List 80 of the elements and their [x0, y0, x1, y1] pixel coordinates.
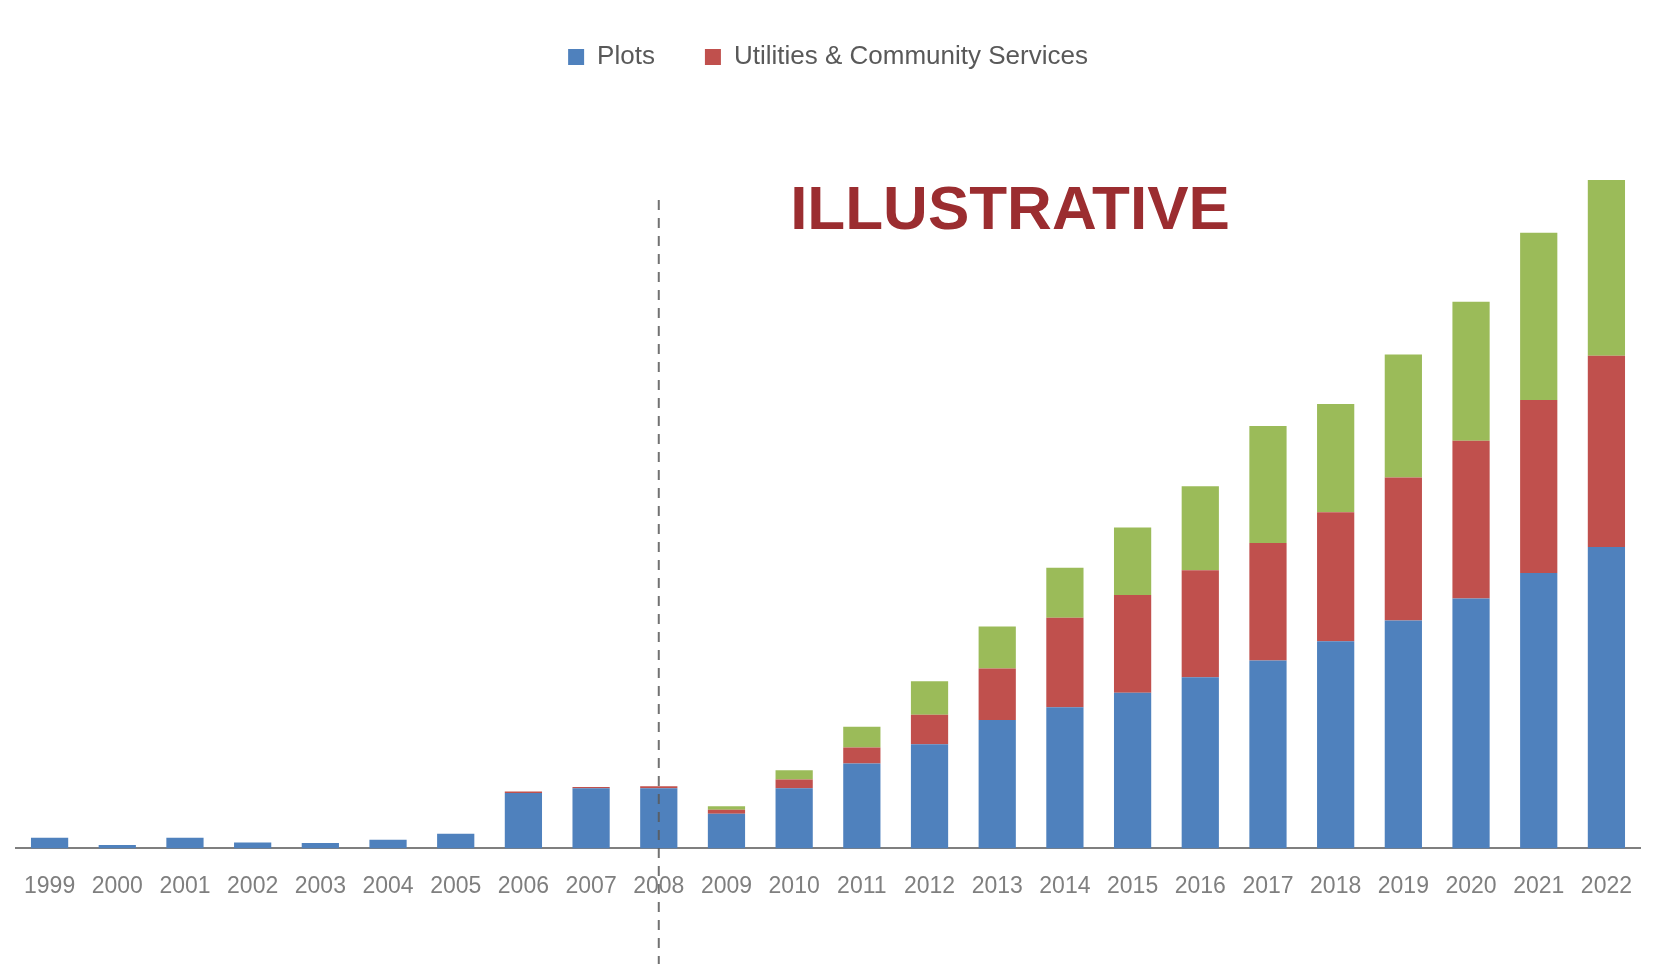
bar	[1317, 403, 1355, 513]
x-tick-label: 2007	[565, 871, 617, 898]
bar	[1113, 692, 1152, 849]
x-tick-label: 2000	[91, 871, 143, 898]
bar	[1587, 546, 1626, 849]
bar	[1317, 641, 1355, 849]
bar	[1452, 598, 1490, 849]
bar	[1181, 486, 1219, 571]
bar	[1520, 573, 1558, 849]
bar	[640, 788, 678, 849]
bar	[369, 839, 407, 849]
x-tick-label: 2021	[1513, 871, 1565, 898]
bar	[572, 788, 610, 849]
annotation: ILLUSTRATIVE	[790, 173, 1230, 243]
bar	[1046, 567, 1084, 618]
bar	[1181, 677, 1219, 849]
bar	[1520, 232, 1558, 400]
x-tick-label: 2002	[227, 871, 279, 898]
bar	[1113, 595, 1152, 693]
bar	[1452, 440, 1490, 599]
bar	[1384, 620, 1422, 849]
x-tick-label: 2004	[362, 871, 414, 898]
bar	[166, 837, 204, 849]
x-tick-label: 2013	[971, 871, 1023, 898]
x-tick-label: 2015	[1107, 871, 1159, 898]
x-tick-label: 2017	[1242, 871, 1294, 898]
x-tick-label: 2006	[497, 871, 549, 898]
bar	[504, 792, 543, 849]
bar	[978, 626, 1016, 669]
bar	[98, 845, 136, 849]
x-tick-label: 2018	[1310, 871, 1362, 898]
bar	[707, 806, 746, 810]
bar	[843, 747, 881, 764]
x-tick-label: 2011	[837, 871, 887, 898]
bar	[30, 837, 69, 849]
bar	[1181, 570, 1219, 678]
bar	[910, 744, 949, 849]
legend-label: Plots	[597, 40, 655, 71]
bar	[1046, 707, 1084, 849]
bar	[775, 770, 813, 780]
bar	[1249, 425, 1287, 543]
bar	[978, 668, 1016, 721]
x-tick-label: 2014	[1039, 871, 1091, 898]
x-tick-label: 2003	[294, 871, 346, 898]
bar	[1317, 512, 1355, 642]
bar	[1520, 399, 1558, 574]
bar	[843, 726, 881, 748]
bar	[1046, 617, 1084, 708]
legend-label: Utilities & Community Services	[733, 40, 1088, 71]
x-tick-label: 1999	[24, 871, 76, 898]
bar	[707, 813, 746, 849]
bar	[301, 843, 339, 849]
bar	[640, 786, 678, 789]
x-tick-label: 2012	[903, 871, 956, 898]
bar	[1587, 355, 1626, 547]
bar	[1452, 301, 1490, 441]
x-tick-label: 2010	[768, 871, 820, 898]
bar	[234, 842, 272, 849]
x-tick-label: 2022	[1580, 871, 1632, 898]
bar	[1113, 527, 1152, 596]
x-tick-label: 2008	[633, 871, 685, 898]
bar	[437, 833, 475, 849]
bar	[1384, 354, 1422, 478]
bar	[775, 779, 813, 789]
bar	[910, 714, 949, 745]
x-tick-label: 2001	[159, 871, 211, 898]
x-tick-label: 2009	[700, 871, 753, 898]
x-tick-label: 2020	[1445, 871, 1497, 898]
x-tick-label: 2019	[1377, 871, 1429, 898]
bar	[978, 720, 1016, 849]
bar	[707, 809, 746, 814]
bar	[1587, 180, 1626, 356]
bar	[775, 788, 813, 849]
bar	[1249, 542, 1287, 661]
x-tick-label: 2005	[430, 871, 482, 898]
bar	[843, 763, 881, 849]
bar	[1384, 477, 1422, 621]
bar	[1249, 660, 1287, 849]
x-tick-label: 2016	[1174, 871, 1226, 898]
bar	[910, 681, 949, 715]
